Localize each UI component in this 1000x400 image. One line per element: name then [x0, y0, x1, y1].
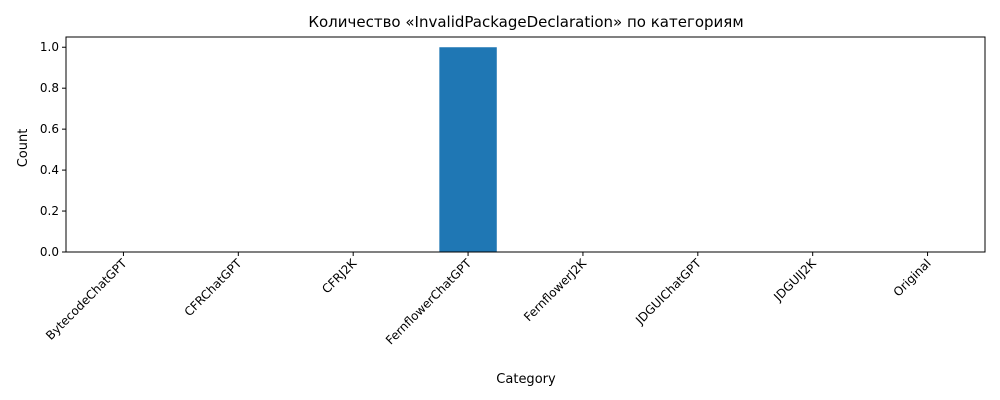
x-tick-label: CFRChatGPT: [182, 256, 245, 319]
x-axis-label: Category: [496, 372, 556, 387]
x-tick-label: Original: [891, 256, 934, 299]
bar-FernflowerChatGPT: [439, 47, 497, 252]
chart-title: Количество «InvalidPackageDeclaration» п…: [308, 13, 743, 31]
x-tick-label: CFRJ2K: [319, 255, 360, 296]
y-axis-label: Count: [16, 129, 31, 168]
plot-frame: [65, 36, 986, 253]
y-tick-label: 0.8: [40, 81, 59, 95]
y-tick-label: 1.0: [40, 40, 59, 54]
x-tick-label: BytecodeChatGPT: [43, 256, 130, 343]
x-tick-label: FernflowerChatGPT: [383, 256, 475, 348]
y-axis: 0.0 0.2 0.4 0.6 0.8 1.0: [40, 40, 66, 259]
x-tick-label: FernflowerJ2K: [521, 255, 590, 324]
bars-group: [439, 47, 497, 252]
x-tick-label: JDGUIJ2K: [770, 255, 819, 304]
x-tick-label: JDGUIChatGPT: [632, 256, 704, 328]
y-tick-label: 0.2: [40, 204, 59, 218]
y-tick-label: 0.4: [40, 163, 59, 177]
y-tick-label: 0.6: [40, 122, 59, 136]
y-tick-label: 0.0: [40, 245, 59, 259]
x-axis: BytecodeChatGPT CFRChatGPT CFRJ2K Fernflowe…: [43, 252, 934, 347]
